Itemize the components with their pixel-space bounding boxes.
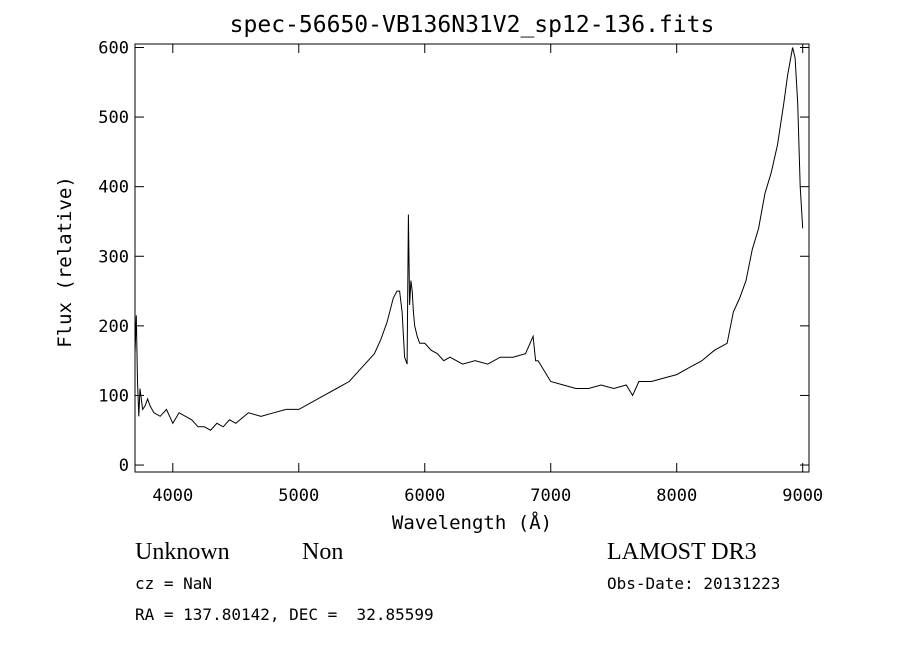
x-axis-ticks: 4000 5000 6000 7000 8000 9000 bbox=[152, 44, 823, 506]
y-tick-label: 400 bbox=[98, 178, 129, 198]
x-axis-label: Wavelength (Å) bbox=[392, 511, 552, 534]
y-tick-label: 200 bbox=[98, 317, 129, 337]
y-tick-label: 100 bbox=[98, 386, 129, 406]
coordinates-label: RA = 137.80142, DEC = 32.85599 bbox=[135, 605, 434, 624]
y-tick-label: 300 bbox=[98, 247, 129, 267]
y-axis-ticks: 0 100 200 300 400 500 600 bbox=[98, 38, 809, 476]
chart-title: spec-56650-VB136N31V2_sp12-136.fits bbox=[230, 12, 715, 38]
plot-frame bbox=[134, 43, 810, 473]
redshift-label: cz = NaN bbox=[135, 574, 212, 593]
y-axis-label: Flux (relative) bbox=[54, 176, 76, 348]
spectrum-series-line bbox=[134, 47, 804, 431]
survey-name: LAMOST DR3 bbox=[607, 539, 757, 565]
x-tick-label: 4000 bbox=[152, 486, 193, 506]
x-tick-label: 8000 bbox=[656, 486, 697, 506]
object-class: Unknown bbox=[135, 539, 230, 565]
y-tick-label: 0 bbox=[119, 456, 129, 476]
x-tick-label: 5000 bbox=[278, 486, 319, 506]
x-tick-label: 7000 bbox=[530, 486, 571, 506]
y-tick-label: 500 bbox=[98, 108, 129, 128]
x-tick-label: 9000 bbox=[782, 486, 823, 506]
y-tick-label: 600 bbox=[98, 38, 129, 58]
obs-date-label: Obs-Date: 20131223 bbox=[607, 574, 780, 593]
object-subclass: Non bbox=[302, 539, 343, 565]
x-tick-label: 6000 bbox=[404, 486, 445, 506]
